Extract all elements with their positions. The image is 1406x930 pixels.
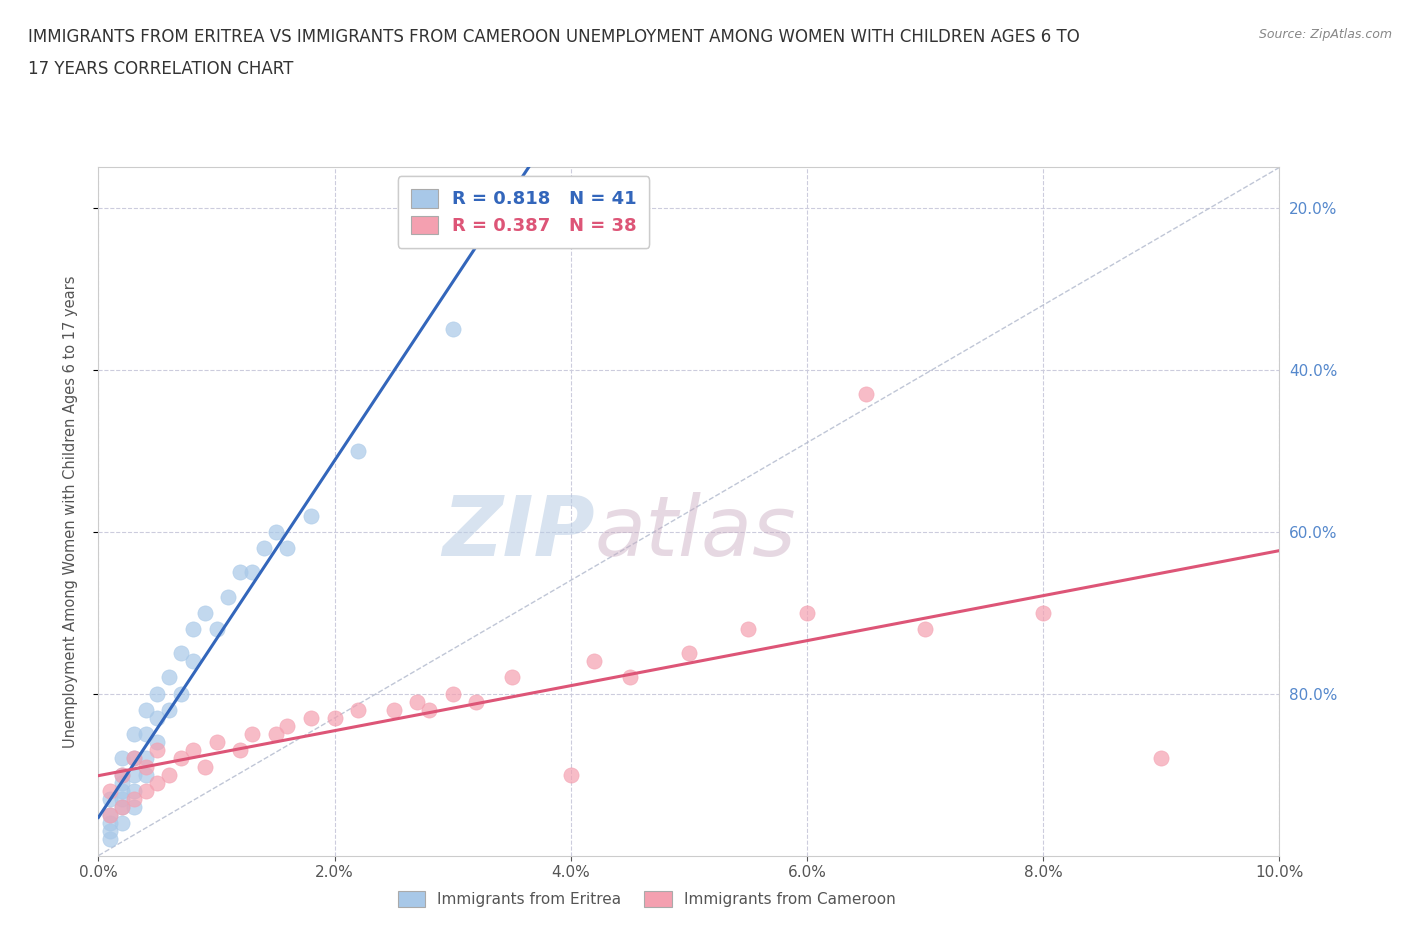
Point — [157, 702, 180, 717]
Point — [347, 444, 370, 458]
Point — [678, 645, 700, 660]
Point — [135, 759, 157, 774]
Point — [146, 735, 169, 750]
Point — [855, 387, 877, 402]
Point — [619, 670, 641, 684]
Point — [146, 743, 169, 758]
Text: Source: ZipAtlas.com: Source: ZipAtlas.com — [1258, 28, 1392, 41]
Point — [98, 824, 121, 839]
Point — [299, 711, 322, 725]
Point — [122, 783, 145, 798]
Point — [111, 800, 134, 815]
Point — [347, 702, 370, 717]
Point — [111, 791, 134, 806]
Point — [111, 776, 134, 790]
Point — [98, 783, 121, 798]
Point — [194, 759, 217, 774]
Point — [441, 686, 464, 701]
Point — [264, 726, 287, 741]
Point — [205, 735, 228, 750]
Point — [111, 800, 134, 815]
Point — [135, 751, 157, 766]
Point — [229, 565, 252, 579]
Point — [583, 654, 606, 669]
Point — [253, 540, 276, 555]
Point — [737, 621, 759, 636]
Point — [135, 783, 157, 798]
Point — [406, 695, 429, 710]
Point — [122, 767, 145, 782]
Point — [323, 711, 346, 725]
Point — [264, 525, 287, 539]
Point — [170, 751, 193, 766]
Point — [111, 751, 134, 766]
Point — [98, 807, 121, 822]
Point — [146, 776, 169, 790]
Point — [229, 743, 252, 758]
Point — [111, 767, 134, 782]
Point — [181, 654, 204, 669]
Point — [382, 702, 405, 717]
Point — [240, 565, 263, 579]
Point — [111, 767, 134, 782]
Point — [111, 816, 134, 830]
Point — [441, 322, 464, 337]
Point — [111, 783, 134, 798]
Point — [194, 605, 217, 620]
Point — [98, 832, 121, 847]
Point — [276, 540, 298, 555]
Point — [217, 589, 239, 604]
Point — [135, 726, 157, 741]
Text: 17 YEARS CORRELATION CHART: 17 YEARS CORRELATION CHART — [28, 60, 294, 78]
Point — [122, 726, 145, 741]
Point — [146, 711, 169, 725]
Text: ZIP: ZIP — [441, 492, 595, 573]
Point — [501, 670, 523, 684]
Point — [98, 807, 121, 822]
Legend: Immigrants from Eritrea, Immigrants from Cameroon: Immigrants from Eritrea, Immigrants from… — [391, 884, 903, 913]
Point — [122, 751, 145, 766]
Text: IMMIGRANTS FROM ERITREA VS IMMIGRANTS FROM CAMEROON UNEMPLOYMENT AMONG WOMEN WIT: IMMIGRANTS FROM ERITREA VS IMMIGRANTS FR… — [28, 28, 1080, 46]
Point — [122, 800, 145, 815]
Point — [157, 670, 180, 684]
Point — [98, 816, 121, 830]
Y-axis label: Unemployment Among Women with Children Ages 6 to 17 years: Unemployment Among Women with Children A… — [63, 275, 77, 748]
Point — [122, 791, 145, 806]
Point — [299, 508, 322, 523]
Point — [122, 751, 145, 766]
Point — [560, 767, 582, 782]
Point — [465, 695, 488, 710]
Text: atlas: atlas — [595, 492, 796, 573]
Point — [146, 686, 169, 701]
Point — [796, 605, 818, 620]
Point — [135, 767, 157, 782]
Legend: R = 0.818   N = 41, R = 0.387   N = 38: R = 0.818 N = 41, R = 0.387 N = 38 — [398, 177, 650, 247]
Point — [157, 767, 180, 782]
Point — [240, 726, 263, 741]
Point — [1032, 605, 1054, 620]
Point — [1150, 751, 1173, 766]
Point — [205, 621, 228, 636]
Point — [181, 621, 204, 636]
Point — [276, 719, 298, 734]
Point — [170, 645, 193, 660]
Point — [170, 686, 193, 701]
Point — [98, 791, 121, 806]
Point — [914, 621, 936, 636]
Point — [135, 702, 157, 717]
Point — [418, 702, 440, 717]
Point — [181, 743, 204, 758]
